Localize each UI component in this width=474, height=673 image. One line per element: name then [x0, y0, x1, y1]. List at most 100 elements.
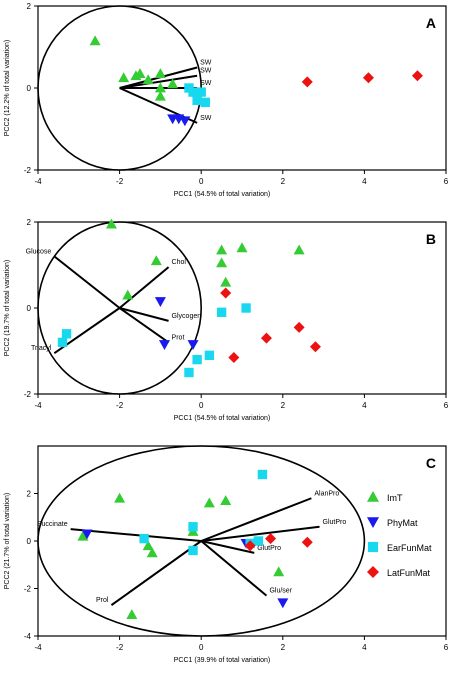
loading-label: Chol: [172, 259, 187, 266]
loading-label: Prol: [96, 597, 109, 604]
data-point: [265, 533, 277, 545]
legend-marker: [367, 517, 379, 528]
panel-letter: B: [426, 231, 436, 247]
x-tick-label: -2: [116, 401, 124, 410]
loading-label: GlutPro: [323, 519, 347, 526]
data-point: [220, 495, 232, 506]
panel-letter: A: [426, 15, 436, 31]
x-tick-label: 4: [362, 643, 367, 652]
data-point: [196, 87, 206, 97]
loading-vector: [53, 255, 121, 309]
legend-label: PhyMat: [387, 518, 418, 528]
data-point: [154, 90, 166, 101]
legend-label: EarFunMat: [387, 543, 432, 553]
data-point: [228, 351, 240, 363]
y-tick-label: 0: [27, 304, 32, 313]
y-tick-label: 2: [27, 490, 32, 499]
loading-vector: [119, 307, 170, 344]
data-point: [216, 257, 228, 268]
data-point: [309, 341, 321, 353]
loading-label: Glucose: [26, 248, 52, 255]
data-point: [236, 242, 248, 253]
data-point: [301, 536, 313, 548]
data-point: [253, 536, 263, 546]
legend-marker: [367, 491, 379, 502]
x-axis-label: PCC1 (54.5% of total variation): [174, 415, 271, 422]
x-tick-label: 6: [444, 401, 449, 410]
data-point: [154, 82, 166, 93]
data-point: [192, 95, 202, 105]
data-point: [362, 72, 374, 84]
correlation-circle: [37, 445, 366, 637]
loading-label: Succinate: [37, 521, 68, 528]
data-point: [184, 83, 194, 93]
data-point: [241, 303, 251, 313]
y-axis-label: PCC2 (21.7% of total variation): [4, 493, 11, 590]
data-point: [134, 68, 146, 79]
data-point: [139, 533, 149, 544]
x-tick-label: 4: [362, 177, 367, 186]
data-point: [89, 35, 101, 46]
x-tick-label: 2: [281, 401, 286, 410]
loading-vector: [119, 74, 198, 89]
data-point: [188, 545, 198, 556]
y-axis-label: PCC2 (19.7% of total variation): [4, 260, 11, 357]
data-point: [173, 114, 185, 125]
loading-vector: [201, 525, 320, 542]
x-tick-label: -2: [116, 643, 124, 652]
x-tick-label: 0: [199, 401, 204, 410]
data-point: [411, 70, 423, 82]
y-tick-label: -4: [24, 632, 32, 641]
x-tick-label: 0: [199, 177, 204, 186]
data-point: [179, 116, 191, 127]
data-point: [154, 68, 166, 79]
y-tick-label: 0: [27, 84, 32, 93]
y-tick-label: 2: [27, 2, 32, 11]
y-tick-label: -2: [24, 585, 32, 594]
y-tick-label: 0: [27, 537, 32, 546]
data-point: [150, 255, 162, 266]
loading-vector: [200, 540, 268, 597]
x-tick-label: 2: [281, 643, 286, 652]
loading-vector: [200, 540, 255, 554]
y-tick-label: -2: [24, 390, 32, 399]
data-point: [187, 340, 199, 351]
data-point: [142, 540, 154, 551]
x-tick-label: -4: [34, 643, 42, 652]
data-point: [260, 332, 272, 344]
data-point: [244, 540, 256, 552]
y-tick-label: -2: [24, 166, 32, 175]
loading-label: Triacyl: [31, 345, 52, 352]
loading-vector: [118, 266, 170, 309]
plot-frame: [37, 5, 447, 171]
x-tick-label: 4: [362, 401, 367, 410]
data-point: [216, 307, 227, 317]
data-point: [220, 276, 232, 287]
data-point: [122, 289, 134, 300]
x-tick-label: 6: [444, 643, 449, 652]
data-point: [77, 530, 89, 541]
loading-vector: [110, 540, 202, 606]
data-point: [114, 492, 126, 503]
loading-label: GlutPro: [257, 545, 281, 552]
panel-c: C -4 -2 0 2 4 6 -4 -2 0 2 PCC1 (39.9% of total vari…: [4, 445, 449, 664]
data-point: [192, 354, 202, 365]
legend: ImT PhyMat EarFunMat LatFunMat: [367, 491, 432, 578]
x-tick-label: -4: [34, 401, 42, 410]
x-tick-label: 2: [281, 177, 286, 186]
loading-label: Glycogen: [172, 313, 202, 320]
loading-label: Prot: [172, 334, 185, 341]
data-point: [184, 367, 194, 378]
loading-label: SW: [200, 80, 212, 87]
data-point: [81, 529, 93, 540]
legend-marker: [367, 566, 379, 578]
loading-label: AlanPro: [314, 490, 339, 497]
data-point: [126, 609, 138, 620]
data-point: [146, 547, 158, 558]
data-point: [158, 340, 170, 351]
data-point: [301, 76, 313, 88]
data-point: [154, 297, 166, 308]
data-point: [277, 598, 289, 609]
